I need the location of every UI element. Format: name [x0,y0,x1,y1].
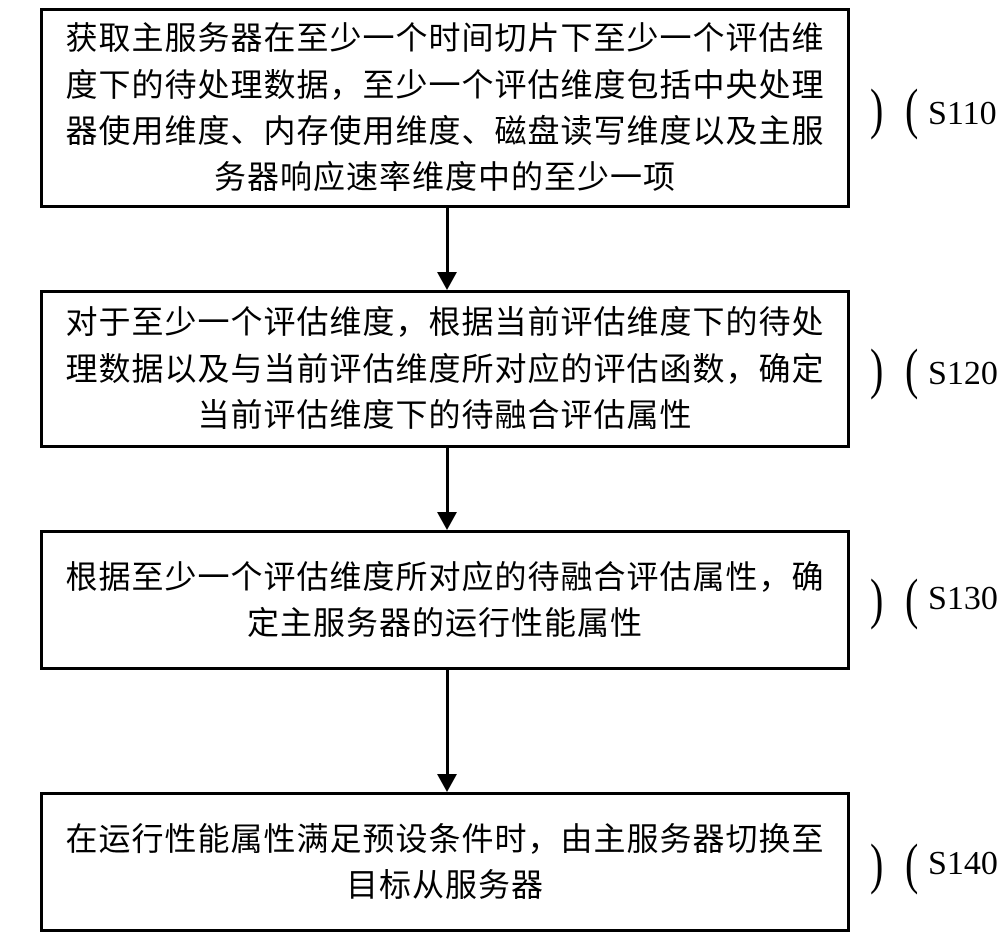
flowchart-canvas: 获取主服务器在至少一个时间切片下至少一个评估维度下的待处理数据，至少一个评估维度… [0,0,1000,951]
arrow-s110-s120 [446,208,449,272]
step-box-s120: 对于至少一个评估维度，根据当前评估维度下的待处理数据以及与当前评估维度所对应的评… [40,290,850,448]
bracket-left-s140: ) [870,831,883,897]
step-label-s110: S110 [928,95,997,133]
step-box-s130: 根据至少一个评估维度所对应的待融合评估属性，确定主服务器的运行性能属性 [40,530,850,670]
bracket-left-s110: ) [870,76,883,142]
bracket-right-s110: ( [905,76,918,142]
arrow-s120-s130 [446,448,449,512]
arrow-head-s110-s120 [437,272,457,290]
step-text-s140: 在运行性能属性满足预设条件时，由主服务器切换至目标从服务器 [63,816,827,909]
arrow-head-s120-s130 [437,512,457,530]
arrow-s130-s140 [446,670,449,774]
bracket-right-s140: ( [905,831,918,897]
step-text-s130: 根据至少一个评估维度所对应的待融合评估属性，确定主服务器的运行性能属性 [63,554,827,647]
bracket-left-s130: ) [870,566,883,632]
bracket-right-s130: ( [905,566,918,632]
step-label-s120: S120 [928,355,998,393]
bracket-left-s120: ) [870,336,883,402]
arrow-head-s130-s140 [437,774,457,792]
step-box-s140: 在运行性能属性满足预设条件时，由主服务器切换至目标从服务器 [40,792,850,932]
step-label-s140: S140 [928,845,998,883]
step-label-s130: S130 [928,580,998,618]
bracket-right-s120: ( [905,336,918,402]
step-text-s120: 对于至少一个评估维度，根据当前评估维度下的待处理数据以及与当前评估维度所对应的评… [63,299,827,438]
step-box-s110: 获取主服务器在至少一个时间切片下至少一个评估维度下的待处理数据，至少一个评估维度… [40,8,850,208]
step-text-s110: 获取主服务器在至少一个时间切片下至少一个评估维度下的待处理数据，至少一个评估维度… [63,15,827,201]
